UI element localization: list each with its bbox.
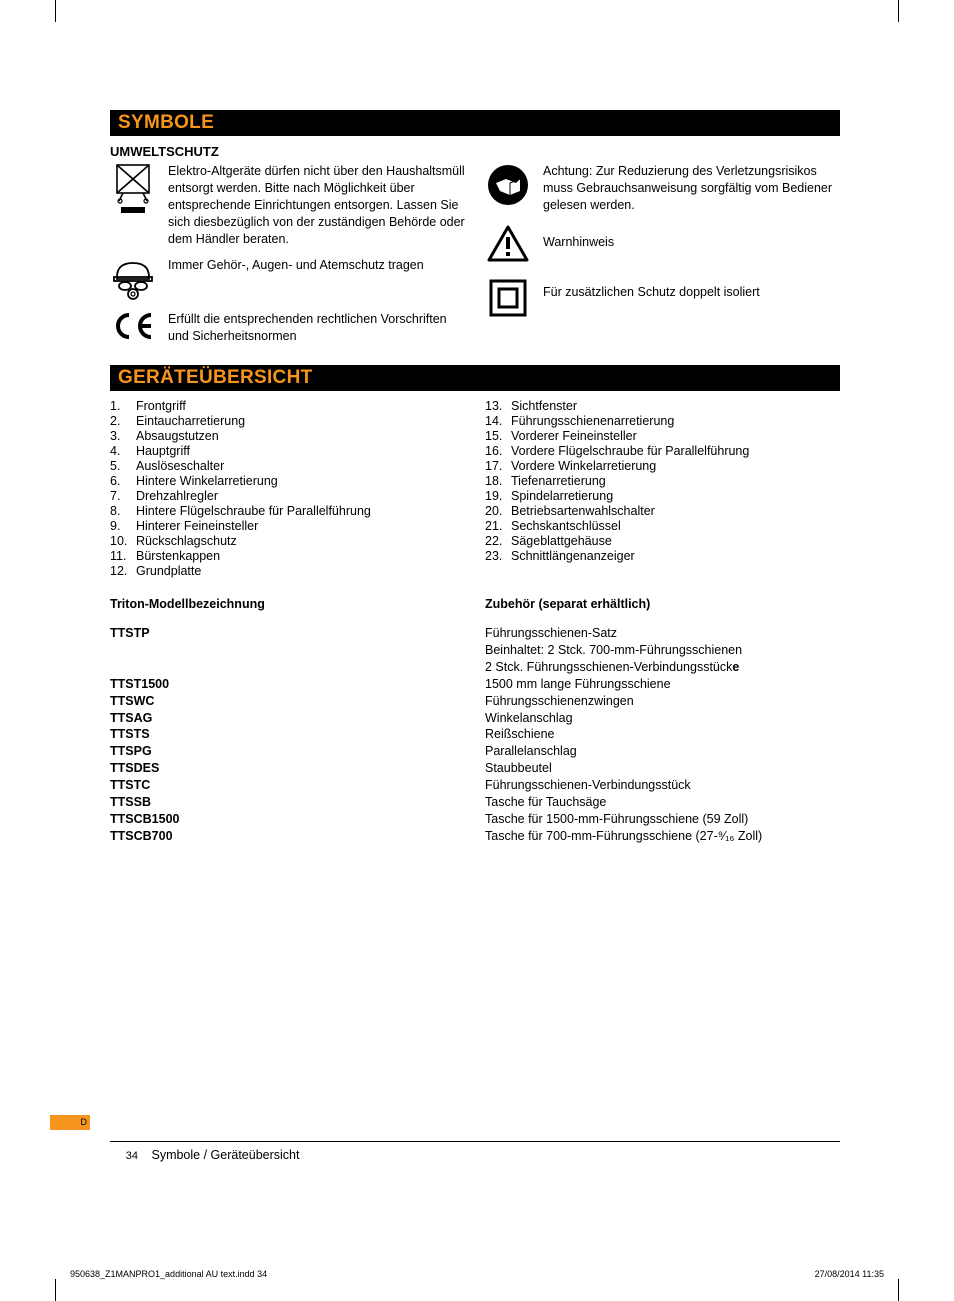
crop-mark — [55, 1279, 56, 1301]
model-head-right: Zubehör (separat erhältlich) — [485, 597, 840, 611]
slug-date: 27/08/2014 11:35 — [815, 1269, 884, 1279]
overview-item: 4.Hauptgriff — [110, 444, 465, 458]
overview-item: 9.Hinterer Feineinsteller — [110, 519, 465, 533]
model-code: TTSWC — [110, 693, 465, 710]
model-desc: Tasche für 700-mm-Führungsschiene (27-⁹⁄… — [485, 828, 840, 845]
section-bar-overview: GERÄTEÜBERSICHT — [110, 365, 840, 391]
slug-line: 950638_Z1MANPRO1_additional AU text.indd… — [70, 1269, 884, 1279]
model-desc: Tasche für 1500-mm-Führungsschiene (59 Z… — [485, 811, 840, 828]
symbol-row: Achtung: Zur Reduzierung des Verletzungs… — [485, 163, 840, 214]
manual-icon — [485, 163, 531, 207]
model-code: TTSDES — [110, 760, 465, 777]
overview-item: 13.Sichtfenster — [485, 399, 840, 413]
overview-item: 16.Vordere Flügelschraube für Parallelfü… — [485, 444, 840, 458]
model-code: TTSTP — [110, 625, 465, 642]
model-desc: Führungsschienen-Satz — [485, 625, 840, 642]
model-col-left: Triton-Modellbezeichnung TTSTP TTST1500T… — [110, 597, 465, 844]
page-number: 34 — [110, 1150, 138, 1162]
model-code: TTSSB — [110, 794, 465, 811]
model-code: TTSAG — [110, 710, 465, 727]
model-code — [110, 659, 465, 676]
symbol-text: Elektro-Altgeräte dürfen nicht über den … — [168, 163, 465, 247]
model-desc: Führungsschienen-Verbindungsstück — [485, 777, 840, 794]
overview-item: 14.Führungsschienenarretierung — [485, 414, 840, 428]
symbol-row: Immer Gehör-, Augen- und Atemschutz trag… — [110, 257, 465, 301]
section-title: GERÄTEÜBERSICHT — [118, 367, 313, 388]
weee-icon — [110, 163, 156, 215]
overview-item: 23.Schnittlängenanzeiger — [485, 549, 840, 563]
section-bar-symbole: SYMBOLE — [110, 110, 840, 136]
model-code: TTSTS — [110, 726, 465, 743]
subhead-umweltschutz: UMWELTSCHUTZ — [110, 144, 840, 159]
model-desc: Staubbeutel — [485, 760, 840, 777]
model-desc: Tasche für Tauchsäge — [485, 794, 840, 811]
footer: 34 Symbole / Geräteübersicht — [110, 1141, 840, 1162]
model-desc: Führungsschienenzwingen — [485, 693, 840, 710]
symbol-text: Erfüllt die entsprechenden rechtlichen V… — [168, 311, 465, 345]
overview-item: 3.Absaugstutzen — [110, 429, 465, 443]
model-code — [110, 642, 465, 659]
slug-file: 950638_Z1MANPRO1_additional AU text.indd… — [70, 1269, 267, 1279]
overview-item: 5.Auslöseschalter — [110, 459, 465, 473]
section-title: SYMBOLE — [118, 112, 214, 133]
symbol-row: Erfüllt die entsprechenden rechtlichen V… — [110, 311, 465, 345]
overview-col-right: 13.Sichtfenster14.Führungsschienenarreti… — [485, 399, 840, 579]
overview-item: 1.Frontgriff — [110, 399, 465, 413]
double-insulated-icon — [485, 278, 531, 318]
symbols-col-right: Achtung: Zur Reduzierung des Verletzungs… — [485, 163, 840, 355]
model-desc: Beinhaltet: 2 Stck. 700-mm-Führungsschie… — [485, 642, 840, 659]
model-desc: Reißschiene — [485, 726, 840, 743]
symbol-text: Warnhinweis — [543, 224, 614, 251]
ce-icon — [110, 311, 156, 341]
footer-text: Symbole / Geräteübersicht — [151, 1148, 299, 1162]
symbol-text: Achtung: Zur Reduzierung des Verletzungs… — [543, 163, 840, 214]
symbols-grid: Elektro-Altgeräte dürfen nicht über den … — [110, 163, 840, 355]
overview-item: 8.Hintere Flügelschraube für Parallelfüh… — [110, 504, 465, 518]
model-desc: Parallelanschlag — [485, 743, 840, 760]
overview-col-left: 1.Frontgriff2.Eintaucharretierung3.Absau… — [110, 399, 465, 579]
overview-item: 18.Tiefenarretierung — [485, 474, 840, 488]
warning-icon — [485, 224, 531, 264]
model-code: TTSCB1500 — [110, 811, 465, 828]
symbol-text: Für zusätzlichen Schutz doppelt isoliert — [543, 278, 760, 301]
symbol-row: Elektro-Altgeräte dürfen nicht über den … — [110, 163, 465, 247]
overview-item: 6.Hintere Winkelarretierung — [110, 474, 465, 488]
symbol-row: Für zusätzlichen Schutz doppelt isoliert — [485, 278, 840, 318]
model-head-left: Triton-Modellbezeichnung — [110, 597, 465, 611]
overview-item: 10.Rückschlagschutz — [110, 534, 465, 548]
overview-item: 11.Bürstenkappen — [110, 549, 465, 563]
language-tab: D — [50, 1115, 90, 1130]
model-code: TTSPG — [110, 743, 465, 760]
overview-item: 19.Spindelarretierung — [485, 489, 840, 503]
overview-item: 17.Vordere Winkelarretierung — [485, 459, 840, 473]
overview-lists: 1.Frontgriff2.Eintaucharretierung3.Absau… — [110, 399, 840, 579]
model-col-right: Zubehör (separat erhältlich) Führungssch… — [485, 597, 840, 844]
overview-item: 21.Sechskantschlüssel — [485, 519, 840, 533]
page-content: SYMBOLE UMWELTSCHUTZ Elekt — [110, 110, 840, 1190]
crop-mark — [898, 0, 899, 22]
ppe-icon — [110, 257, 156, 301]
overview-item: 15.Vorderer Feineinsteller — [485, 429, 840, 443]
overview-item: 22.Sägeblattgehäuse — [485, 534, 840, 548]
crop-mark — [898, 1279, 899, 1301]
model-desc: Winkelanschlag — [485, 710, 840, 727]
model-code: TTST1500 — [110, 676, 465, 693]
model-code: TTSTC — [110, 777, 465, 794]
symbols-col-left: Elektro-Altgeräte dürfen nicht über den … — [110, 163, 465, 355]
overview-item: 7.Drehzahlregler — [110, 489, 465, 503]
model-desc: 1500 mm lange Führungsschiene — [485, 676, 840, 693]
model-desc: 2 Stck. Führungsschienen-Verbindungsstüc… — [485, 659, 840, 676]
crop-mark — [55, 0, 56, 22]
symbol-row: Warnhinweis — [485, 224, 840, 264]
overview-item: 12.Grundplatte — [110, 564, 465, 578]
overview-item: 2.Eintaucharretierung — [110, 414, 465, 428]
overview-item: 20.Betriebsartenwahlschalter — [485, 504, 840, 518]
symbol-text: Immer Gehör-, Augen- und Atemschutz trag… — [168, 257, 424, 274]
model-grid: Triton-Modellbezeichnung TTSTP TTST1500T… — [110, 597, 840, 844]
model-code: TTSCB700 — [110, 828, 465, 845]
